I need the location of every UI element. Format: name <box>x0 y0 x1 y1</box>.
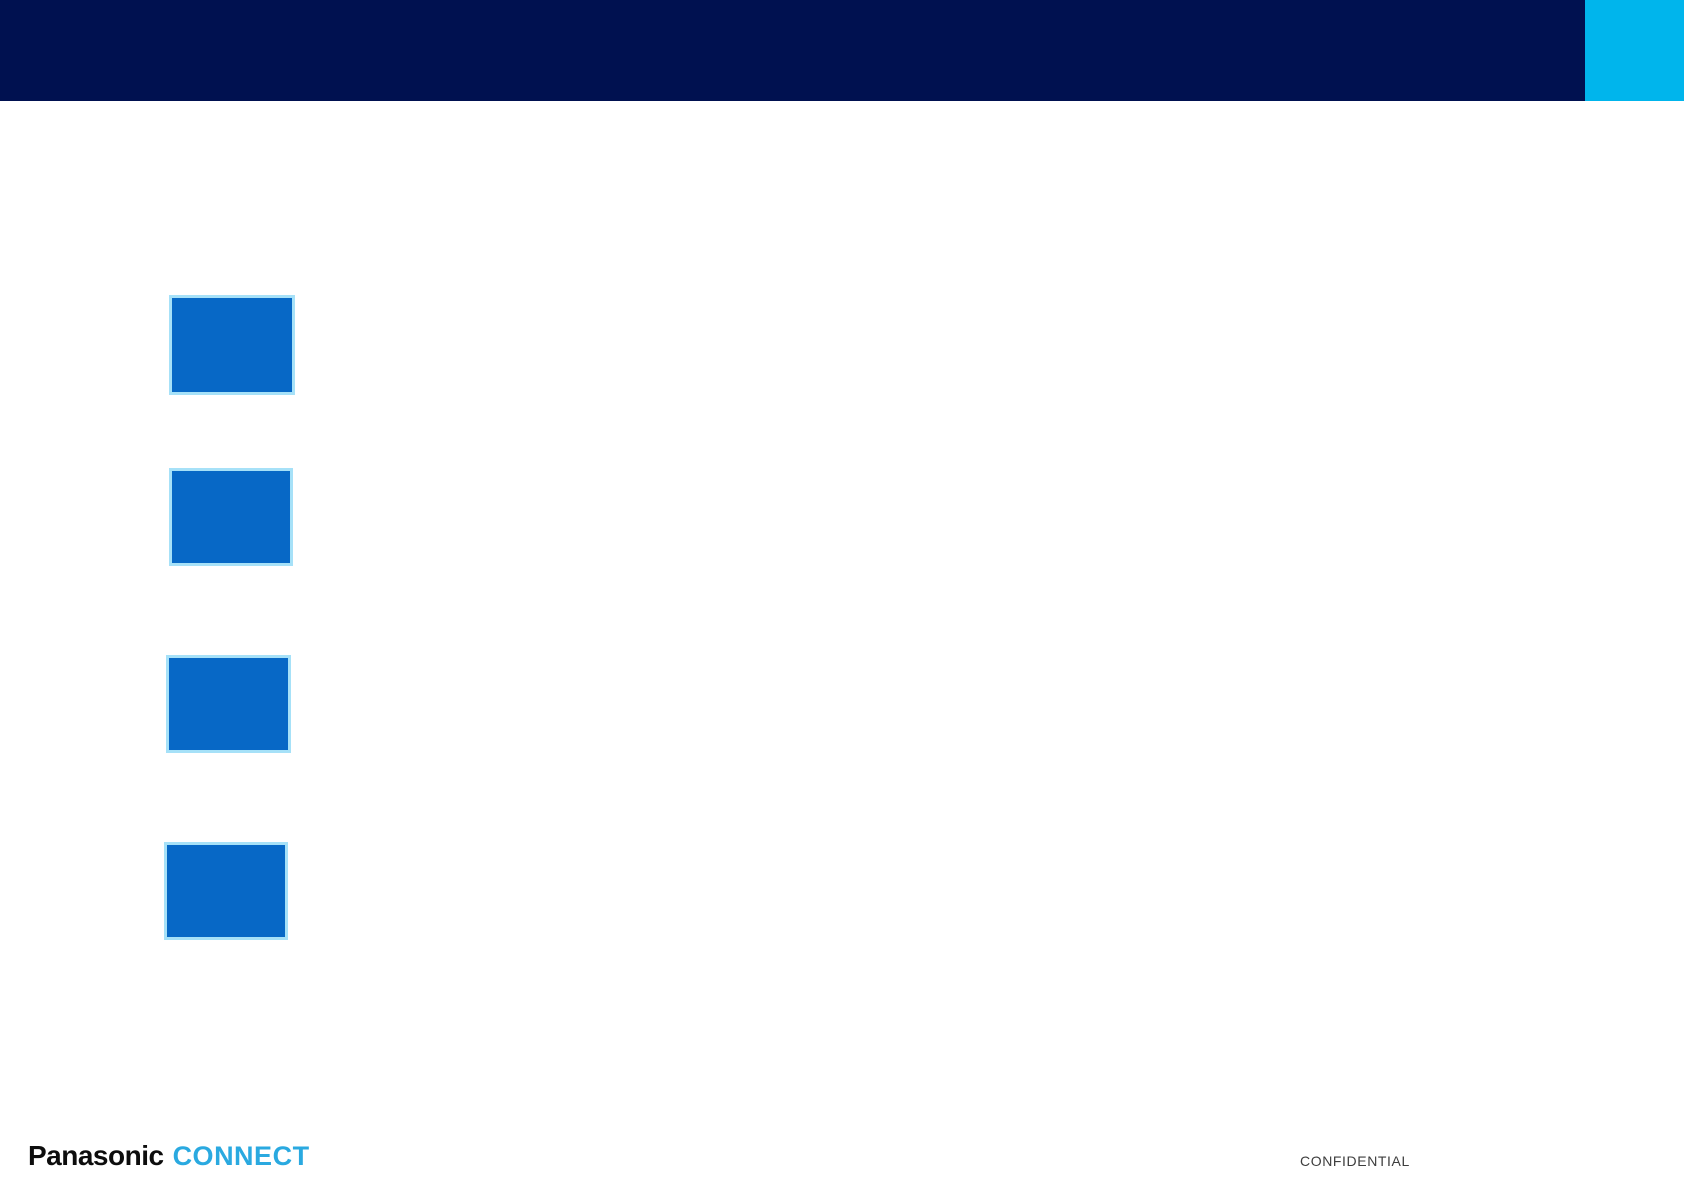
header-bar <box>0 0 1585 101</box>
image-placeholder <box>169 468 293 566</box>
header-accent-square <box>1585 0 1684 101</box>
connect-wordmark: CONNECT <box>172 1141 310 1171</box>
panasonic-connect-logo: Panasonic CONNECT <box>28 1140 310 1171</box>
image-placeholder <box>164 842 288 940</box>
panasonic-wordmark: Panasonic <box>28 1140 164 1171</box>
confidential-label: CONFIDENTIAL <box>1300 1153 1410 1169</box>
image-placeholder <box>169 295 295 395</box>
image-placeholder <box>166 655 291 753</box>
